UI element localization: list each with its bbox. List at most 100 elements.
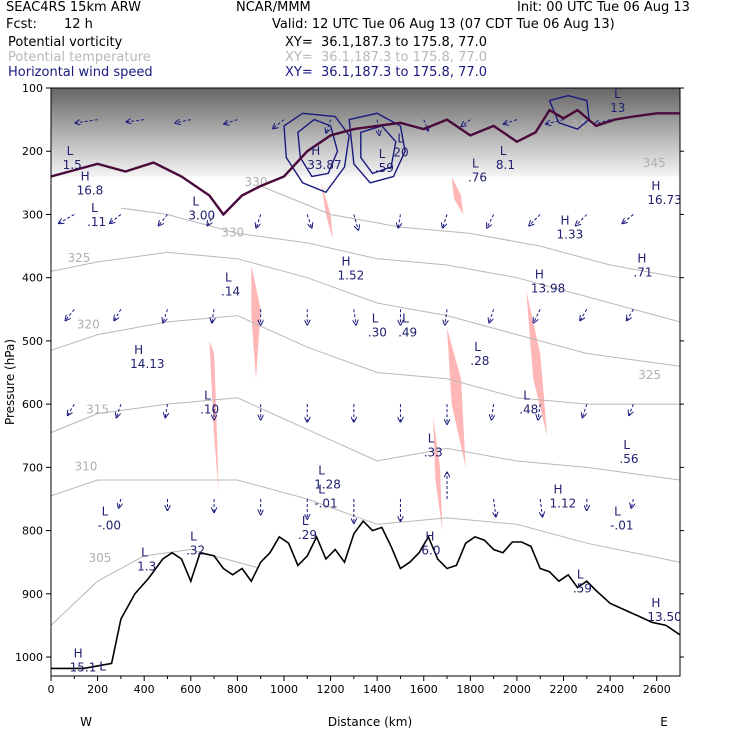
pv-extremum-kind: L <box>379 147 386 161</box>
pv-extremum: H13.98 <box>531 267 565 295</box>
field-name-pv: Potential vorticity <box>8 35 123 50</box>
pv-extremum: L.29 <box>298 514 317 542</box>
wind-vector <box>163 309 168 322</box>
pv-extremum: L.59 <box>375 147 394 175</box>
pv-extremum-value: -.01 <box>610 518 633 532</box>
pv-extremum: L1.3 <box>137 546 156 574</box>
x-tick-label: 400 <box>134 683 155 696</box>
wind-vector <box>576 214 588 225</box>
wind-vector <box>212 309 214 322</box>
pv-extremum: H.71 <box>633 252 652 280</box>
wind-vector <box>494 498 496 517</box>
wind-vector <box>326 119 332 133</box>
pv-extremum: L1.28 <box>314 463 341 491</box>
wind-vector <box>119 498 121 508</box>
pv-extremum: L-.01 <box>610 504 633 532</box>
wind-vector <box>114 309 122 320</box>
theta-label: 310 <box>74 460 97 474</box>
pv-extremum: H14.13 <box>130 343 164 371</box>
y-tick-label: 400 <box>22 272 43 285</box>
wind-speed-contour <box>283 112 350 194</box>
pv-shading-patch <box>251 265 261 379</box>
wind-vector <box>595 119 611 124</box>
pv-extremum-kind: L <box>225 270 232 284</box>
pv-extremum-kind: H <box>535 267 544 281</box>
wind-vector <box>580 309 588 320</box>
wind-vector <box>76 119 98 123</box>
pv-extremum: L8.1 <box>496 144 515 172</box>
pv-extremum-value: 8.1 <box>496 158 515 172</box>
pv-extremum-value: .30 <box>368 326 387 340</box>
x-tick-label: 800 <box>227 683 248 696</box>
theta-contour <box>51 397 680 481</box>
pv-extremum-kind: H <box>81 169 90 183</box>
pv-extremum: H16.73 <box>647 179 680 207</box>
pv-extremum-value: .28 <box>470 354 489 368</box>
x-tick-label: 200 <box>87 683 108 696</box>
y-tick-label: 600 <box>22 398 43 411</box>
pv-extremum-value: .32 <box>186 544 205 558</box>
pv-extremum-value: .71 <box>633 266 652 280</box>
pv-extremum-value: 1.12 <box>550 496 577 510</box>
pv-extremum: L.10 <box>200 389 219 417</box>
wind-vector <box>622 214 634 223</box>
pv-extremum-value: 15.1 <box>70 661 97 675</box>
wind-vector <box>59 214 75 223</box>
pv-extremum: L.30 <box>368 312 387 340</box>
pv-extremum-kind: L <box>192 195 199 209</box>
theta-label: 330 <box>221 226 244 240</box>
pv-extremum-value: .14 <box>221 284 240 298</box>
wind-vector <box>445 309 447 324</box>
pv-extremum-kind: L <box>397 131 404 145</box>
pv-extremum-value: .59 <box>573 582 592 596</box>
wind-vector <box>273 119 285 129</box>
pv-extremum-kind: H <box>651 596 660 610</box>
forecast-label: Fcst: <box>6 17 37 32</box>
x-tick-label: 1400 <box>363 683 391 696</box>
pv-extremum-kind: L <box>614 504 621 518</box>
west-label: W <box>80 715 92 729</box>
pv-extremum-kind: L <box>102 504 109 518</box>
pv-extremum-value: 14.13 <box>130 357 164 371</box>
pv-extremum: L-.01 <box>314 482 337 510</box>
wind-vectors <box>59 120 634 600</box>
pv-extremum: H1.12 <box>550 482 577 510</box>
pv-extremum-kind: H <box>651 179 660 193</box>
theta-contour <box>51 315 680 405</box>
pv-extremum-value: 33.87 <box>307 158 341 172</box>
pv-extremum-kind: L <box>318 482 325 496</box>
terrain-line <box>51 519 680 670</box>
x-tick-label: 1800 <box>456 683 484 696</box>
wind-vector <box>423 119 428 131</box>
wind-vector <box>627 309 634 320</box>
theta-contour <box>120 207 680 323</box>
model-name: SEAC4RS 15km ARW <box>6 0 142 15</box>
tropopause-line <box>51 108 680 217</box>
pv-extremum-kind: L <box>402 312 409 326</box>
pv-extremum-value: .48 <box>519 403 538 417</box>
field-name-theta: Potential temperature <box>8 50 151 65</box>
pv-extremum-kind: L <box>623 438 630 452</box>
pv-extremum-value: 1.3 <box>137 560 156 574</box>
wind-vector <box>534 309 541 322</box>
pv-extremum-value: 12.9 <box>95 673 122 687</box>
x-tick-label: 1200 <box>317 683 345 696</box>
pv-extremum-value: .59 <box>375 161 394 175</box>
pv-extremum: L.56 <box>619 438 638 466</box>
wind-vector <box>529 214 541 225</box>
theta-label: 315 <box>86 403 109 417</box>
pv-extremum-kind: H <box>342 255 351 269</box>
pv-extremum-kind: L <box>500 144 507 158</box>
y-tick-label: 500 <box>22 335 43 348</box>
wind-vector <box>629 403 634 415</box>
pv-extremum-kind: H <box>425 530 434 544</box>
x-axis-title: Distance (km) <box>328 715 412 729</box>
pv-extremum-kind: L <box>204 389 211 403</box>
y-tick-label: 1000 <box>15 651 43 664</box>
x-tick-label: 600 <box>180 683 201 696</box>
pv-extremum-value: .76 <box>468 171 487 185</box>
wind-vector <box>491 404 493 419</box>
init-time: Init: 00 UTC Tue 06 Aug 13 <box>517 0 690 15</box>
pv-extremum-value: .10 <box>200 403 219 417</box>
